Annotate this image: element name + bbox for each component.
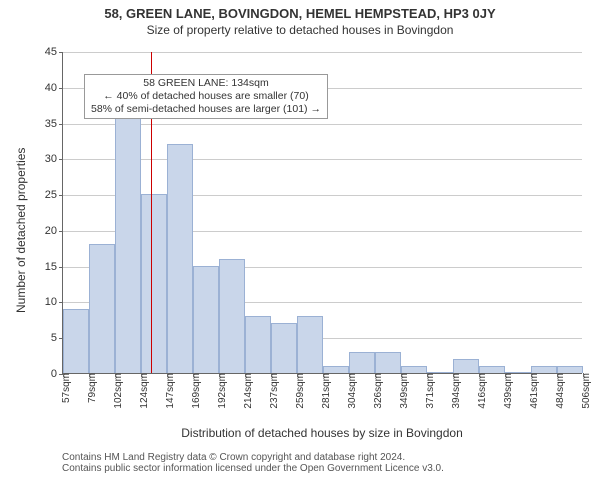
x-tick-mark xyxy=(193,373,194,377)
x-tick-mark xyxy=(479,373,480,377)
y-tick-label: 30 xyxy=(45,153,63,165)
histogram-bar xyxy=(245,316,271,373)
histogram-bar xyxy=(89,244,115,373)
y-tick-label: 15 xyxy=(45,261,63,273)
x-tick-label: 394sqm xyxy=(449,373,462,409)
histogram-bar xyxy=(141,194,167,373)
histogram-bar xyxy=(349,352,375,373)
histogram-bar xyxy=(557,366,583,373)
y-tick-label: 20 xyxy=(45,225,63,237)
annotation-box: 58 GREEN LANE: 134sqm← 40% of detached h… xyxy=(84,74,328,119)
x-tick-label: 326sqm xyxy=(371,373,384,409)
x-tick-label: 102sqm xyxy=(111,373,124,409)
histogram-bar xyxy=(479,366,505,373)
x-tick-label: 461sqm xyxy=(527,373,540,409)
x-tick-label: 237sqm xyxy=(267,373,280,409)
annotation-line: 58% of semi-detached houses are larger (… xyxy=(91,103,321,116)
y-tick-label: 25 xyxy=(45,189,63,201)
x-tick-label: 169sqm xyxy=(189,373,202,409)
x-tick-mark xyxy=(115,373,116,377)
x-tick-mark xyxy=(349,373,350,377)
histogram-bar xyxy=(271,323,297,373)
x-tick-mark xyxy=(375,373,376,377)
histogram-bar xyxy=(115,115,141,373)
annotation-line: 58 GREEN LANE: 134sqm xyxy=(91,77,321,90)
x-tick-mark xyxy=(271,373,272,377)
footer-line-1: Contains HM Land Registry data © Crown c… xyxy=(62,452,444,463)
x-axis-label: Distribution of detached houses by size … xyxy=(62,426,582,440)
histogram-bar xyxy=(401,366,427,373)
histogram-bar xyxy=(297,316,323,373)
x-tick-label: 439sqm xyxy=(501,373,514,409)
chart-plot-area: 05101520253035404557sqm79sqm102sqm124sqm… xyxy=(62,52,582,374)
x-tick-mark xyxy=(401,373,402,377)
x-tick-label: 147sqm xyxy=(163,373,176,409)
x-tick-mark xyxy=(323,373,324,377)
x-tick-mark xyxy=(297,373,298,377)
footer-attribution: Contains HM Land Registry data © Crown c… xyxy=(62,452,444,474)
histogram-bar xyxy=(531,366,557,373)
y-axis-label: Number of detached properties xyxy=(14,148,28,313)
y-tick-label: 40 xyxy=(45,82,63,94)
x-tick-label: 304sqm xyxy=(345,373,358,409)
x-tick-mark xyxy=(141,373,142,377)
x-tick-mark xyxy=(427,373,428,377)
y-tick-label: 45 xyxy=(45,46,63,58)
x-tick-mark xyxy=(557,373,558,377)
x-tick-label: 349sqm xyxy=(397,373,410,409)
histogram-bar xyxy=(453,359,479,373)
x-tick-mark xyxy=(167,373,168,377)
histogram-bar xyxy=(193,266,219,373)
page-title: 58, GREEN LANE, BOVINGDON, HEMEL HEMPSTE… xyxy=(0,0,600,21)
y-tick-label: 5 xyxy=(51,332,63,344)
y-tick-label: 10 xyxy=(45,296,63,308)
x-tick-label: 281sqm xyxy=(319,373,332,409)
x-tick-label: 484sqm xyxy=(553,373,566,409)
x-tick-mark xyxy=(245,373,246,377)
x-tick-label: 416sqm xyxy=(475,373,488,409)
annotation-line: ← 40% of detached houses are smaller (70… xyxy=(91,90,321,103)
histogram-bar xyxy=(219,259,245,373)
x-tick-label: 506sqm xyxy=(579,373,592,409)
x-tick-mark xyxy=(583,373,584,377)
x-tick-mark xyxy=(453,373,454,377)
x-tick-label: 371sqm xyxy=(423,373,436,409)
x-tick-mark xyxy=(63,373,64,377)
page-subtitle: Size of property relative to detached ho… xyxy=(0,21,600,37)
x-tick-mark xyxy=(531,373,532,377)
y-tick-label: 35 xyxy=(45,118,63,130)
x-tick-label: 57sqm xyxy=(59,373,72,403)
footer-line-2: Contains public sector information licen… xyxy=(62,463,444,474)
histogram-bar xyxy=(63,309,89,373)
x-tick-label: 192sqm xyxy=(215,373,228,409)
x-tick-mark xyxy=(89,373,90,377)
x-tick-mark xyxy=(219,373,220,377)
x-tick-label: 79sqm xyxy=(85,373,98,403)
histogram-bar xyxy=(323,366,349,373)
x-tick-mark xyxy=(505,373,506,377)
x-tick-label: 259sqm xyxy=(293,373,306,409)
histogram-bar xyxy=(167,144,193,373)
x-tick-label: 214sqm xyxy=(241,373,254,409)
histogram-bar xyxy=(375,352,401,373)
gridline-h xyxy=(63,52,582,53)
x-tick-label: 124sqm xyxy=(137,373,150,409)
